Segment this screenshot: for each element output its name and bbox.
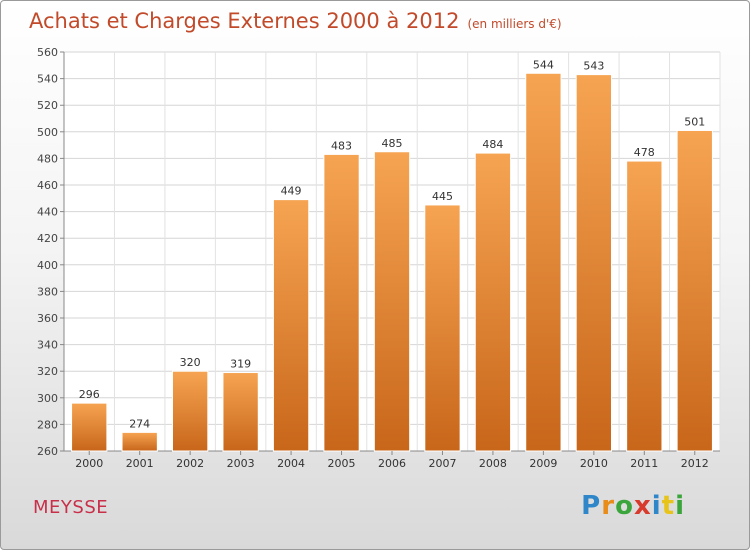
x-tick-label: 2002 [176, 457, 204, 470]
proxiti-logo: Proxiti [581, 491, 685, 521]
x-tick-label: 2010 [580, 457, 608, 470]
bar [424, 204, 461, 452]
bar [575, 74, 613, 452]
bar [222, 372, 259, 452]
x-tick-label: 2003 [227, 457, 255, 470]
x-tick-label: 2006 [378, 457, 406, 470]
y-tick-label: 260 [37, 445, 58, 458]
bar-value-label: 485 [382, 137, 403, 150]
bar-value-label: 478 [634, 146, 655, 159]
y-tick-label: 460 [37, 179, 58, 192]
x-tick-label: 2012 [681, 457, 709, 470]
bar-value-label: 445 [432, 190, 453, 203]
logo-letter: x [633, 491, 652, 521]
logo-letter: t [661, 491, 676, 521]
y-tick-label: 520 [37, 99, 58, 112]
bar-value-label: 320 [180, 356, 201, 369]
y-tick-label: 420 [37, 232, 58, 245]
y-tick-label: 360 [37, 312, 58, 325]
bar [272, 199, 310, 452]
logo-letter: o [615, 491, 634, 521]
x-tick-label: 2004 [277, 457, 305, 470]
logo-letter: P [581, 491, 602, 521]
logo-letter: i [675, 491, 685, 521]
bar-value-label: 501 [684, 115, 705, 128]
y-tick-label: 280 [37, 418, 58, 431]
y-tick-label: 340 [37, 339, 58, 352]
bar [323, 153, 360, 452]
commune-name: MEYSSE [33, 497, 109, 518]
bar-value-label: 484 [482, 138, 503, 151]
x-tick-label: 2008 [479, 457, 507, 470]
logo-letter: i [651, 491, 662, 521]
logo-letter: r [601, 491, 616, 521]
bar [71, 402, 108, 452]
bar [121, 431, 158, 452]
y-tick-label: 500 [37, 126, 58, 139]
x-tick-label: 2009 [529, 457, 557, 470]
bar-value-label: 543 [583, 60, 604, 73]
x-tick-label: 2001 [126, 457, 154, 470]
bar [676, 129, 713, 452]
bar-value-label: 296 [79, 388, 100, 401]
x-tick-label: 2007 [428, 457, 456, 470]
x-tick-label: 2011 [630, 457, 658, 470]
chart-subtitle: (en milliers d'€) [467, 17, 562, 31]
bar-value-label: 449 [281, 185, 302, 198]
y-tick-label: 320 [37, 365, 58, 378]
chart-title-text: Achats et Charges Externes 2000 à 2012 [29, 9, 460, 33]
x-tick-label: 2000 [75, 457, 103, 470]
bar-value-label: 483 [331, 139, 352, 152]
bar [373, 151, 411, 452]
y-tick-label: 540 [37, 73, 58, 86]
y-tick-label: 480 [37, 152, 58, 165]
y-tick-label: 560 [37, 46, 58, 59]
bar [171, 370, 209, 452]
bar [525, 72, 562, 452]
chart-title: Achats et Charges Externes 2000 à 2012 (e… [29, 9, 562, 33]
x-tick-label: 2005 [328, 457, 356, 470]
bar [474, 152, 512, 452]
y-tick-label: 300 [37, 392, 58, 405]
y-tick-label: 380 [37, 285, 58, 298]
bar-value-label: 319 [230, 358, 251, 371]
bar-value-label: 274 [129, 417, 150, 430]
bar-value-label: 544 [533, 58, 554, 71]
y-tick-label: 400 [37, 259, 58, 272]
bar [626, 160, 663, 452]
y-tick-label: 440 [37, 206, 58, 219]
